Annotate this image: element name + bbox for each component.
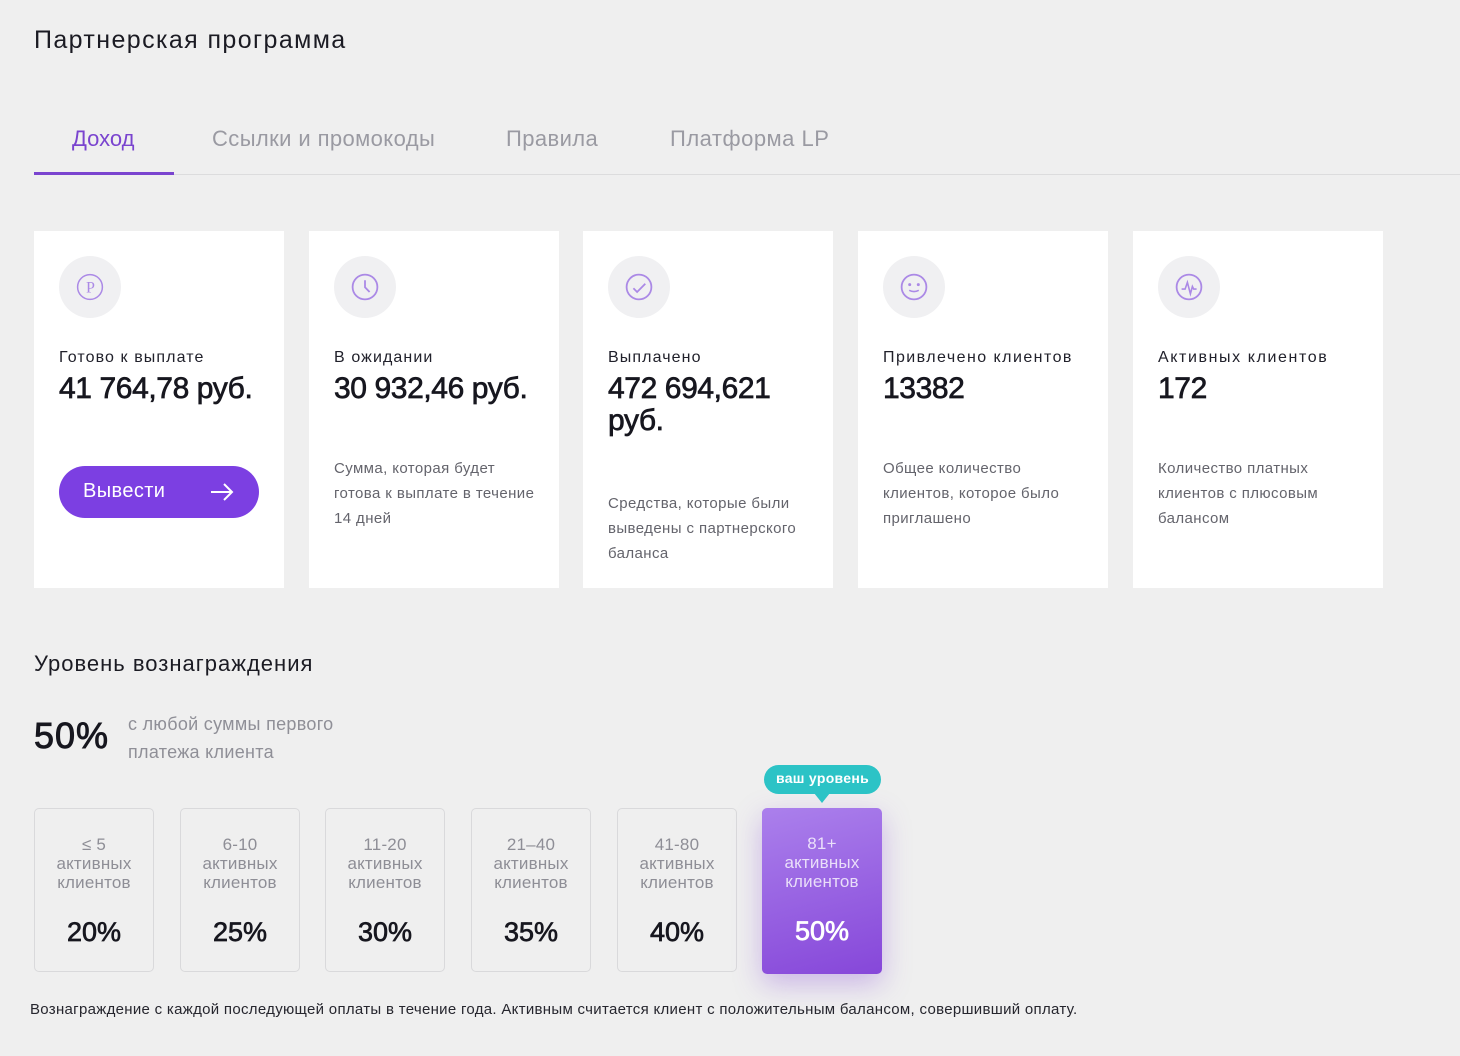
svg-text:P: P (86, 279, 95, 296)
